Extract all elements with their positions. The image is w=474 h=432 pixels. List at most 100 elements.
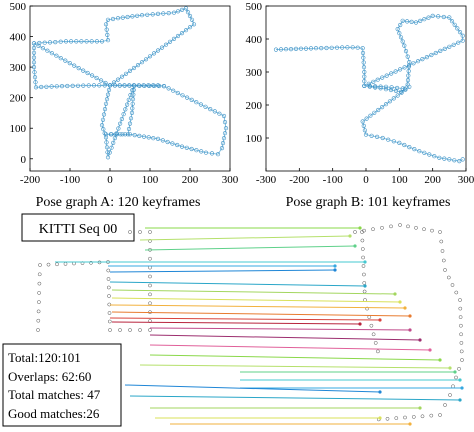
graph-a-keyframe-point bbox=[89, 73, 95, 78]
outline-b-point bbox=[367, 315, 372, 319]
graph-a-keyframe-point bbox=[130, 14, 135, 19]
pose-graph-a-title: Pose graph A: 120 keyframes bbox=[36, 195, 201, 210]
outline-b-point bbox=[362, 289, 367, 294]
graph-b-keyframe-point bbox=[363, 132, 369, 137]
graph-b-keyframe-point bbox=[283, 47, 289, 52]
outline-b-point bbox=[459, 349, 464, 354]
graph-b-keyframe-point bbox=[367, 84, 372, 89]
graph-a-keyframe-point bbox=[127, 68, 133, 73]
graph-b-keyframe-point bbox=[362, 69, 367, 75]
graph-a-keyframe-point bbox=[33, 85, 39, 90]
stats-overlaps: Overlaps: 62:60 bbox=[8, 369, 91, 384]
outline-b-point bbox=[376, 349, 380, 354]
graph-b-keyframe-point bbox=[383, 84, 389, 89]
outline-b-point bbox=[454, 375, 458, 380]
graph-a-keyframe-point bbox=[31, 64, 37, 70]
outline-b-point bbox=[365, 306, 369, 311]
graph-b-keyframe-point bbox=[324, 45, 329, 51]
match-endpoint bbox=[398, 300, 402, 304]
match-endpoint bbox=[363, 284, 367, 288]
graph-b-keyframe-point bbox=[447, 157, 452, 162]
graph-b-keyframe-point bbox=[406, 64, 412, 69]
graph-a-keyframe-point bbox=[141, 134, 147, 139]
graph-b-keyframe-point bbox=[360, 50, 366, 56]
graph-a-keyframe-point bbox=[94, 39, 99, 44]
graph-b-ytick-label: 300 bbox=[246, 67, 263, 79]
match-line bbox=[139, 235, 351, 241]
graph-b-keyframe-point bbox=[407, 59, 412, 65]
graph-a-keyframe-point bbox=[104, 27, 109, 32]
graph-a-keyframe-point bbox=[105, 32, 110, 38]
graph-b-keyframe-point bbox=[380, 104, 385, 110]
match-endpoint bbox=[448, 366, 452, 370]
graph-a-keyframe-point bbox=[118, 132, 123, 137]
graph-b-keyframe-point bbox=[403, 87, 408, 92]
graph-b-keyframe-point bbox=[362, 79, 367, 84]
graph-a-keyframe-point bbox=[152, 83, 157, 88]
graph-a-keyframe-point bbox=[145, 12, 150, 17]
graph-a-xtick-label: 0 bbox=[107, 174, 113, 186]
stats-total: Total:120:101 bbox=[8, 350, 81, 365]
graph-b-keyframe-point bbox=[402, 43, 407, 48]
graph-b-xtick-label: 300 bbox=[458, 174, 474, 186]
graph-b-keyframe-point bbox=[405, 77, 411, 83]
outline-b-point bbox=[458, 298, 462, 302]
graph-b-keyframe-point bbox=[303, 46, 309, 51]
pose-graph-a-panel: 0 100 200 300 400 500 -200 -100 0 100 200 300 Pose… bbox=[10, 1, 239, 210]
graph-b-keyframe-point bbox=[457, 29, 463, 35]
graph-b-keyframe-point bbox=[406, 68, 411, 74]
match-line bbox=[129, 395, 461, 401]
graph-b-keyframe-point bbox=[422, 150, 427, 155]
graph-a-keyframe-point bbox=[99, 39, 105, 44]
graph-b-keyframe-point bbox=[329, 45, 334, 50]
graph-b-keyframe-point bbox=[432, 154, 437, 159]
match-line bbox=[111, 311, 411, 317]
outline-b-point bbox=[457, 366, 461, 371]
graph-a-keyframe-point bbox=[79, 39, 84, 44]
graph-b-keyframe-point bbox=[361, 60, 366, 65]
graph-a-keyframe-point bbox=[175, 33, 181, 39]
match-endpoint bbox=[358, 322, 362, 326]
graph-a-keyframe-point bbox=[74, 39, 79, 44]
graph-a-keyframe-point bbox=[53, 39, 58, 45]
graph-a-keyframe-point bbox=[68, 39, 74, 44]
graph-b-keyframe-point bbox=[298, 46, 304, 51]
graph-a-keyframe-point bbox=[159, 45, 165, 50]
graph-a-keyframe-point bbox=[120, 132, 125, 137]
graph-a-keyframe-point bbox=[102, 83, 107, 88]
graph-a-keyframe-point bbox=[123, 71, 129, 76]
graph-a-ytick-label: 100 bbox=[10, 123, 27, 135]
outline-b-point bbox=[353, 230, 357, 234]
outline-a-point bbox=[118, 328, 122, 332]
graph-b-keyframe-point bbox=[452, 158, 457, 163]
outline-a-point bbox=[148, 239, 152, 243]
graph-b-keyframe-point bbox=[433, 50, 438, 56]
graph-a-keyframe-point bbox=[110, 16, 116, 22]
graph-a-keyframe-point bbox=[128, 92, 133, 98]
outline-a-point bbox=[108, 328, 112, 332]
match-line bbox=[109, 304, 406, 309]
graph-a-keyframe-point bbox=[103, 80, 108, 86]
graph-a-keyframe-point bbox=[183, 28, 189, 33]
outline-a-point bbox=[128, 328, 132, 332]
graph-a-keyframe-point bbox=[125, 14, 130, 20]
graph-b-keyframe-point bbox=[413, 20, 419, 25]
graph-b-keyframe-point bbox=[430, 13, 435, 18]
graph-a-keyframe-point bbox=[189, 97, 194, 102]
graph-a-keyframe-point bbox=[102, 106, 108, 112]
graph-a-keyframe-point bbox=[165, 139, 170, 145]
graph-a-keyframe-point bbox=[167, 39, 173, 44]
graph-a-keyframe-point bbox=[135, 13, 140, 18]
match-endpoint bbox=[348, 234, 352, 238]
graph-b-keyframe-point bbox=[340, 45, 345, 50]
graph-a-keyframe-point bbox=[59, 83, 65, 89]
outline-b-point bbox=[361, 264, 366, 268]
graph-a-ytick-label: 200 bbox=[10, 93, 27, 105]
outline-b-point bbox=[459, 332, 463, 337]
graph-b-keyframe-point bbox=[409, 19, 414, 25]
graph-a-keyframe-point bbox=[42, 40, 47, 45]
graph-b-keyframe-point bbox=[387, 99, 393, 104]
graph-b-xtick-label: 0 bbox=[363, 174, 369, 186]
graph-b-keyframe-point bbox=[397, 140, 402, 145]
graph-a-keyframe-point bbox=[32, 70, 37, 75]
